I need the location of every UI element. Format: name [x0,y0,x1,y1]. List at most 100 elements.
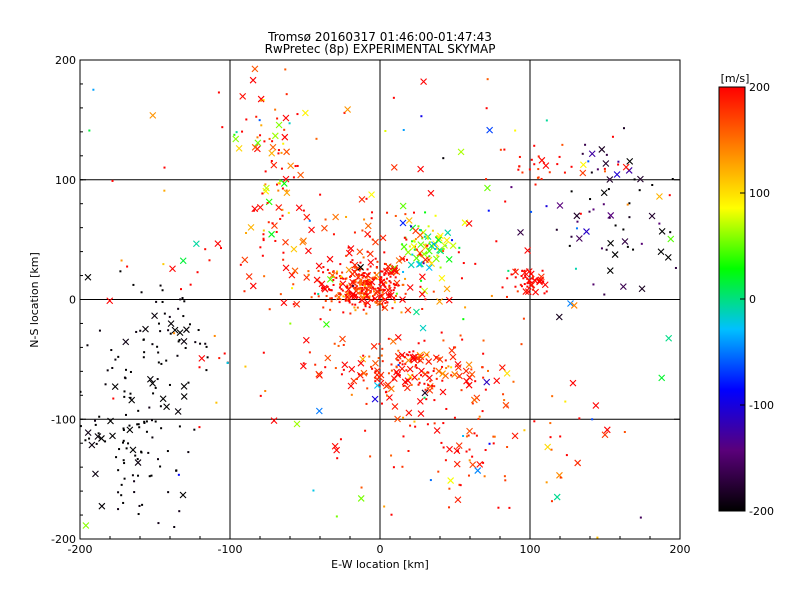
data-point-dot [196,271,199,274]
data-point-dot [438,357,441,360]
data-point-dot [378,287,381,290]
data-point-dot [395,366,398,369]
data-points [80,65,677,539]
data-point-dot [419,253,422,256]
data-point-dot [477,417,480,420]
data-point-dot [86,344,89,347]
data-point-dot [492,442,495,445]
data-point-cross [503,369,511,377]
chart-title: Tromsø 20160317 01:46:00-01:47:43 [267,30,492,44]
data-point-cross [315,370,323,378]
data-point-dot [215,401,218,404]
data-point-dot [314,363,317,366]
data-point-dot [458,246,461,249]
data-point-cross [465,381,473,389]
data-point-cross [275,121,283,129]
data-point-dot [373,276,376,279]
data-point-dot [575,227,578,230]
data-point-cross [331,442,339,450]
data-point-dot [405,238,408,241]
data-point-dot [415,248,418,251]
data-point-dot [426,244,429,247]
data-point-dot [473,432,476,435]
data-point-dot [414,364,417,367]
data-point-cross [320,284,328,292]
data-point-cross [399,219,407,227]
data-point-cross [638,285,646,293]
data-point-dot [353,280,356,283]
data-point-dot [414,365,417,368]
data-point-dot [420,279,423,282]
data-point-dot [668,194,671,197]
data-point-cross [407,261,415,269]
data-point-dot [366,280,369,283]
data-point-dot [545,481,548,484]
data-point-dot [369,455,372,458]
data-point-cross [394,415,401,423]
data-point-cross [179,257,187,265]
data-point-dot [632,248,635,251]
data-point-dot [371,367,374,370]
data-point-dot [388,280,391,283]
data-point-cross [271,132,279,140]
data-point-cross [556,202,564,209]
data-point-dot [348,301,351,304]
data-point-dot [235,131,238,134]
data-point-dot [425,398,428,401]
data-point-cross [417,165,425,173]
data-point-cross [390,163,398,171]
data-point-cross [270,417,278,424]
colorbar-ticks: 200 100 0 -100 -200 [740,81,774,518]
data-point-dot [589,198,592,201]
data-point-dot [262,229,265,232]
data-point-dot [168,383,171,386]
data-point-dot [353,306,356,309]
data-point-cross [106,297,114,305]
data-point-dot [339,438,342,441]
data-point-cross [270,161,278,169]
data-point-dot [444,359,447,362]
data-point-dot [134,454,137,457]
data-point-dot [322,306,325,309]
data-point-cross [254,139,262,147]
data-point-dot [514,276,517,279]
data-point-dot [365,293,368,296]
data-point-dot [162,263,165,266]
data-point-dot [626,203,629,206]
data-point-dot [521,171,524,174]
data-point-dot [334,367,337,370]
data-point-dot [507,269,510,272]
data-point-dot [281,187,284,190]
data-point-dot [321,287,324,290]
data-point-dot [145,420,148,423]
data-point-cross [468,370,476,378]
data-point-cross [283,148,290,156]
data-point-dot [424,388,427,391]
data-point-dot [528,279,531,282]
data-point-dot [389,295,392,298]
data-point-dot [364,429,367,432]
data-point-cross [401,378,409,386]
data-point-dot [369,291,372,294]
data-point-dot [574,267,577,270]
x-tick-label: -200 [68,543,93,556]
data-point-dot [370,284,373,287]
data-point-dot [458,375,461,378]
data-point-dot [483,475,486,478]
data-point-dot [197,329,200,332]
data-point-dot [292,176,295,179]
data-point-dot [372,287,375,290]
data-point-cross [570,302,578,309]
data-point-dot [374,257,377,260]
data-point-dot [622,228,625,231]
data-point-dot [163,312,166,315]
data-point-cross [583,228,590,235]
data-point-cross [517,228,524,236]
data-point-dot [588,210,591,213]
data-point-dot [534,279,537,282]
data-point-dot [415,366,418,369]
data-point-dot [349,312,352,315]
data-point-dot [429,479,432,482]
data-point-dot [244,365,247,368]
data-point-dot [161,300,164,303]
